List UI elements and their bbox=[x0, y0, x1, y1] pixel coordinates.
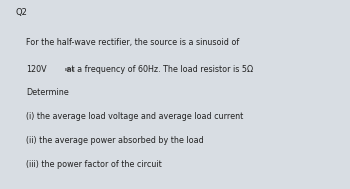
Text: For the half-wave rectifier, the source is a sinusoid of: For the half-wave rectifier, the source … bbox=[26, 38, 239, 47]
Text: (ii) the average power absorbed by the load: (ii) the average power absorbed by the l… bbox=[26, 136, 204, 146]
Text: Q2: Q2 bbox=[16, 8, 28, 17]
Text: rms: rms bbox=[64, 67, 75, 72]
Text: (i) the average load voltage and average load current: (i) the average load voltage and average… bbox=[26, 112, 244, 122]
Text: (iii) the power factor of the circuit: (iii) the power factor of the circuit bbox=[26, 160, 162, 169]
Text: 120V: 120V bbox=[26, 65, 47, 74]
Text: Determine: Determine bbox=[26, 88, 69, 97]
Text: at a frequency of 60Hz. The load resistor is 5Ω: at a frequency of 60Hz. The load resisto… bbox=[64, 65, 253, 74]
